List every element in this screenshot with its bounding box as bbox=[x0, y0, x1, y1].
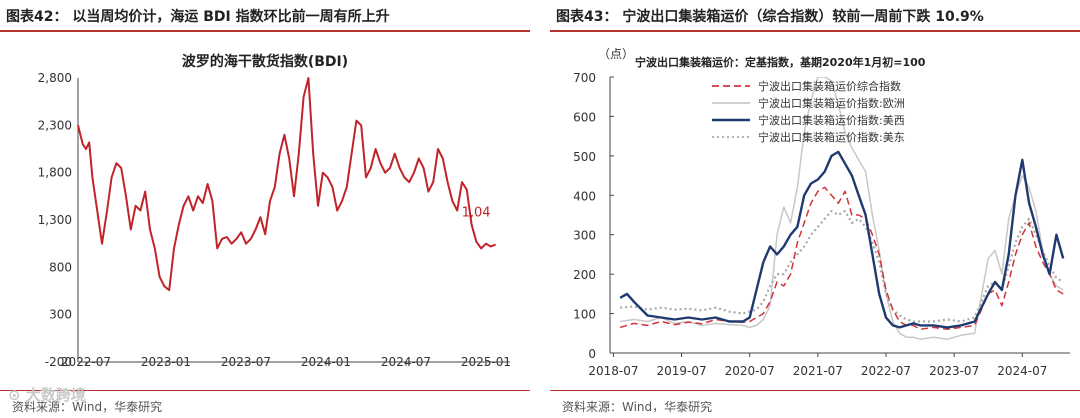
bdi-chart-title: 波罗的海干散货指数(BDI) bbox=[182, 53, 348, 70]
ningbo-legend-label: 宁波出口集装箱运价指数:美西 bbox=[758, 113, 905, 127]
ningbo-source-text: 资料来源：Wind，华泰研究 bbox=[562, 400, 713, 414]
bdi-y-tick-label: 800 bbox=[49, 260, 72, 274]
ningbo-y-tick-label: 100 bbox=[573, 308, 596, 322]
ningbo-x-tick-label: 2022-07 bbox=[861, 364, 911, 378]
bdi-source-text: 资料来源：Wind，华泰研究 bbox=[12, 400, 163, 414]
ningbo-unit-label: （点） bbox=[598, 47, 634, 61]
bdi-y-tick-label: 1,800 bbox=[38, 166, 72, 180]
watermark-logo: ⊙ 大数跨境 bbox=[8, 386, 86, 404]
ningbo-x-tick-label: 2021-07 bbox=[793, 364, 843, 378]
bdi-panel: 图表42： 以当周均价计，海运 BDI 指数环比前一周有所上升 波罗的海干散货指… bbox=[0, 0, 530, 417]
bdi-y-tick-label: 1,300 bbox=[38, 213, 72, 227]
bdi-series-line bbox=[77, 77, 496, 292]
bdi-panel-header: 图表42： 以当周均价计，海运 BDI 指数环比前一周有所上升 bbox=[0, 0, 530, 32]
ningbo-x-tick-label: 2023-07 bbox=[929, 364, 979, 378]
watermark-text: 大数跨境 bbox=[25, 386, 86, 404]
ningbo-panel: 图表43： 宁波出口集装箱运价（综合指数）较前一周前下跌 10.9% （点） 宁波… bbox=[550, 0, 1080, 417]
ningbo-series-line-0 bbox=[619, 186, 1064, 331]
ningbo-y-tick-label: 0 bbox=[588, 347, 596, 361]
ningbo-y-tick-label: 700 bbox=[573, 71, 596, 85]
ningbo-x-tick-label: 2024-07 bbox=[997, 364, 1047, 378]
ningbo-x-tick-label: 2018-07 bbox=[588, 364, 638, 378]
ningbo-panel-footer: 资料来源：Wind，华泰研究 bbox=[550, 390, 1080, 418]
bdi-chart: 波罗的海干散货指数(BDI) 2,800 2,300 1,800 1,300 800 300… bbox=[38, 53, 511, 369]
ningbo-y-tick-label: 300 bbox=[573, 229, 596, 243]
ningbo-chart-note: 宁波出口集装箱运价：定基指数，基期2020年1月初=100 bbox=[635, 55, 926, 69]
ningbo-series-line-3 bbox=[620, 210, 1064, 323]
bdi-x-tick-label: 2024-07 bbox=[381, 355, 431, 369]
ningbo-chart: （点）宁波出口集装箱运价：定基指数，基期2020年1月初=100 700 600 50… bbox=[573, 47, 1070, 378]
bdi-panel-footer: 资料来源：Wind，华泰研究 bbox=[0, 390, 530, 418]
bdi-header-text: 图表42： 以当周均价计，海运 BDI 指数环比前一周有所上升 bbox=[6, 9, 390, 25]
ningbo-y-tick-label: 500 bbox=[573, 150, 596, 164]
ningbo-x-tick-label: 2020-07 bbox=[725, 364, 775, 378]
ningbo-legend-label: 宁波出口集装箱运价指数:欧洲 bbox=[758, 96, 905, 110]
bdi-y-tick-label: 2,300 bbox=[38, 118, 72, 132]
ningbo-legend-label: 宁波出口集装箱运价指数:美东 bbox=[758, 130, 905, 144]
ningbo-y-tick-label: 600 bbox=[573, 110, 596, 124]
ningbo-series-line-1 bbox=[620, 77, 1064, 340]
bdi-y-tick-label: 300 bbox=[49, 308, 72, 322]
bdi-x-tick-label: 2023-07 bbox=[221, 355, 271, 369]
bdi-x-tick-label: 2025-01 bbox=[461, 355, 511, 369]
ningbo-y-tick-label: 200 bbox=[573, 268, 596, 282]
bdi-y-tick-label: -200 bbox=[45, 355, 72, 369]
ningbo-x-tick-label: 2019-07 bbox=[656, 364, 706, 378]
ningbo-legend-label: 宁波出口集装箱运价综合指数 bbox=[758, 79, 901, 93]
bdi-x-tick-label: 2023-01 bbox=[141, 355, 191, 369]
bdi-end-label: 1,04 bbox=[462, 206, 491, 221]
ningbo-series-line-2 bbox=[619, 150, 1065, 329]
bdi-x-tick-label: 2022-07 bbox=[61, 355, 111, 369]
ningbo-panel-header: 图表43： 宁波出口集装箱运价（综合指数）较前一周前下跌 10.9% bbox=[550, 0, 1080, 32]
bdi-x-tick-label: 2024-01 bbox=[301, 355, 351, 369]
ningbo-header-text: 图表43： 宁波出口集装箱运价（综合指数）较前一周前下跌 10.9% bbox=[556, 9, 984, 25]
ningbo-y-tick-label: 400 bbox=[573, 189, 596, 203]
bdi-y-tick-label: 2,800 bbox=[38, 71, 72, 85]
